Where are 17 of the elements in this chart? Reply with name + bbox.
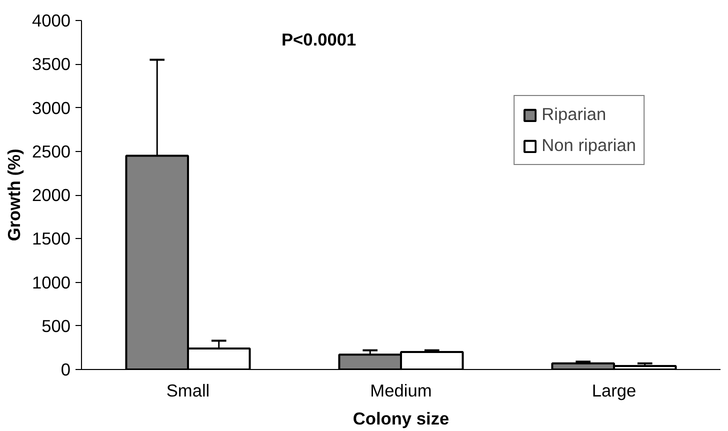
x-axis-title: Colony size xyxy=(352,408,450,428)
x-tick-label: Large xyxy=(592,380,636,400)
y-tick-label: 4000 xyxy=(32,10,71,30)
y-tick-label: 2500 xyxy=(32,141,71,162)
y-axis-title: Growth (%) xyxy=(4,148,24,242)
y-tick-label: 1000 xyxy=(32,272,71,292)
y-tick-label: 1500 xyxy=(32,228,71,249)
legend-label: Riparian xyxy=(542,104,606,125)
y-tick-label: 3500 xyxy=(32,54,71,74)
y-tick-label: 500 xyxy=(42,316,71,336)
x-tick-label: Medium xyxy=(370,380,432,400)
annotation: P<0.0001 xyxy=(282,30,357,50)
y-tick-label: 0 xyxy=(60,360,71,380)
y-tick-label: 2000 xyxy=(32,185,71,205)
y-tick-label: 3000 xyxy=(32,98,71,118)
x-tick-label: Small xyxy=(166,380,210,400)
legend-label: Non riparian xyxy=(542,135,636,156)
